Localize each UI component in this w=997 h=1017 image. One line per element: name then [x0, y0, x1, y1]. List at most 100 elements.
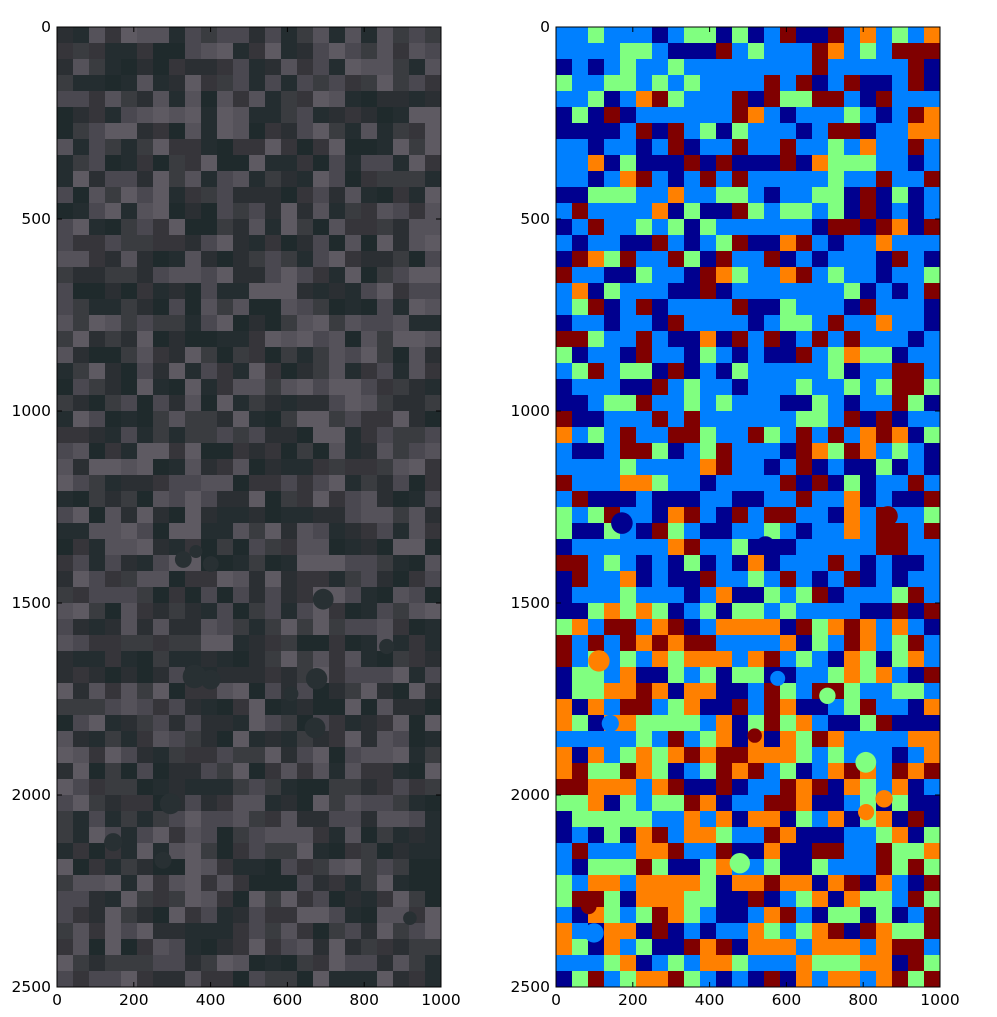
- image-tile: [812, 859, 828, 875]
- image-tile: [57, 731, 73, 747]
- image-tile: [588, 379, 604, 395]
- image-tile: [185, 923, 201, 939]
- image-tile: [924, 939, 940, 955]
- image-tile: [313, 459, 329, 475]
- image-tile: [796, 843, 812, 859]
- image-tile: [233, 155, 249, 171]
- image-tile: [620, 603, 636, 619]
- image-tile: [217, 379, 233, 395]
- image-tile: [297, 219, 313, 235]
- image-tile: [169, 475, 185, 491]
- image-tile: [329, 891, 345, 907]
- image-tile: [377, 955, 393, 971]
- image-tile: [249, 539, 265, 555]
- image-tile: [684, 91, 700, 107]
- image-tile: [700, 491, 716, 507]
- image-tile: [329, 555, 345, 571]
- image-tile: [748, 523, 764, 539]
- image-tile: [297, 955, 313, 971]
- image-tile: [233, 267, 249, 283]
- image-tile: [361, 651, 377, 667]
- image-tile: [265, 171, 281, 187]
- image-tile: [281, 267, 297, 283]
- image-tile: [908, 75, 924, 91]
- image-tile: [748, 603, 764, 619]
- pivot-field: [729, 853, 750, 874]
- image-tile: [137, 971, 153, 987]
- image-tile: [684, 571, 700, 587]
- image-tile: [345, 347, 361, 363]
- image-tile: [201, 955, 217, 971]
- image-tile: [409, 779, 425, 795]
- image-tile: [636, 859, 652, 875]
- image-tile: [249, 667, 265, 683]
- image-tile: [361, 939, 377, 955]
- image-tile: [556, 843, 572, 859]
- image-tile: [636, 123, 652, 139]
- image-tile: [153, 491, 169, 507]
- image-tile: [908, 315, 924, 331]
- image-tile: [556, 267, 572, 283]
- image-tile: [764, 555, 780, 571]
- image-tile: [748, 811, 764, 827]
- image-tile: [105, 875, 121, 891]
- image-tile: [57, 443, 73, 459]
- image-tile: [377, 555, 393, 571]
- image-tile: [908, 731, 924, 747]
- image-tile: [425, 699, 441, 715]
- image-tile: [636, 75, 652, 91]
- image-tile: [908, 683, 924, 699]
- pivot-field: [379, 638, 395, 655]
- image-tile: [393, 587, 409, 603]
- image-tile: [233, 475, 249, 491]
- image-tile: [265, 859, 281, 875]
- image-tile: [732, 507, 748, 523]
- image-tile: [892, 315, 908, 331]
- image-tile: [652, 683, 668, 699]
- image-tile: [153, 251, 169, 267]
- image-tile: [361, 523, 377, 539]
- image-tile: [572, 91, 588, 107]
- image-tile: [297, 331, 313, 347]
- image-tile: [732, 955, 748, 971]
- image-tile: [668, 779, 684, 795]
- image-tile: [652, 267, 668, 283]
- pivot-field: [104, 833, 123, 852]
- image-tile: [636, 523, 652, 539]
- pivot-field: [304, 717, 326, 739]
- image-tile: [844, 171, 860, 187]
- image-tile: [556, 139, 572, 155]
- image-tile: [121, 763, 137, 779]
- image-tile: [169, 427, 185, 443]
- image-tile: [652, 507, 668, 523]
- image-tile: [233, 667, 249, 683]
- image-tile: [249, 651, 265, 667]
- image-tile: [652, 955, 668, 971]
- image-tile: [201, 443, 217, 459]
- x-tick-label: 0: [551, 991, 561, 1009]
- y-tick-label: 2500: [511, 978, 550, 996]
- image-tile: [89, 603, 105, 619]
- image-tile: [620, 907, 636, 923]
- y-tick-label: 1000: [511, 402, 550, 420]
- image-tile: [377, 27, 393, 43]
- image-tile: [345, 555, 361, 571]
- image-tile: [313, 779, 329, 795]
- image-tile: [73, 939, 89, 955]
- image-tile: [377, 795, 393, 811]
- image-tile: [137, 251, 153, 267]
- image-tile: [313, 59, 329, 75]
- image-tile: [153, 123, 169, 139]
- image-tile: [409, 507, 425, 523]
- image-tile: [89, 299, 105, 315]
- image-tile: [201, 235, 217, 251]
- image-tile: [217, 459, 233, 475]
- image-tile: [636, 827, 652, 843]
- image-tile: [377, 891, 393, 907]
- image-tile: [153, 203, 169, 219]
- image-tile: [860, 539, 876, 555]
- image-tile: [313, 763, 329, 779]
- image-tile: [89, 795, 105, 811]
- image-tile: [780, 763, 796, 779]
- image-tile: [556, 379, 572, 395]
